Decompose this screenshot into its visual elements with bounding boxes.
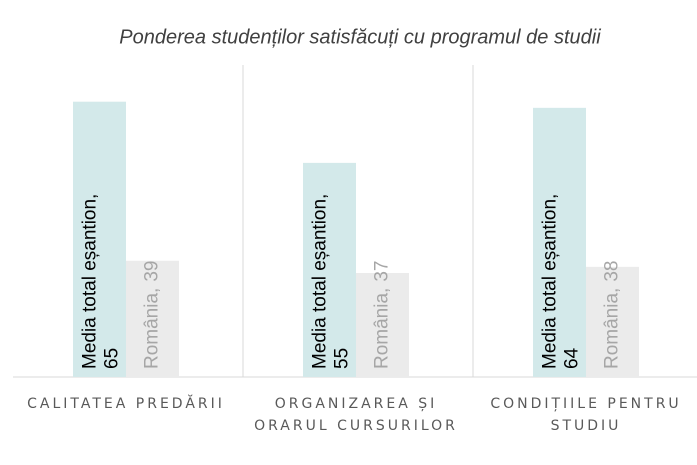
x-tick-label-box: CONDIȚIILE PENTRU STUDIU [490, 396, 682, 434]
data-label-name: România [142, 293, 163, 369]
data-label-name: Media total eșantion [310, 199, 331, 369]
data-label: Media total eșantion, 55 [310, 194, 353, 369]
bar [303, 162, 356, 377]
bar [586, 266, 639, 377]
data-label: Media total eșantion, 64 [540, 194, 583, 369]
x-tick-label: CALITATEA PREDĂRII [27, 396, 225, 412]
data-label-value: 38 [602, 261, 623, 282]
data-label: România, 39 [142, 261, 163, 369]
data-label-separator: , [372, 288, 393, 293]
x-tick-label-box: CALITATEA PREDĂRII [27, 396, 225, 412]
bar [533, 107, 586, 377]
data-label: România, 38 [602, 261, 623, 369]
data-label-value: 55 [332, 348, 353, 369]
data-label-value: 65 [102, 348, 123, 369]
data-label-value: 37 [372, 261, 393, 282]
data-label-separator: , [310, 194, 331, 199]
data-label-name: România [372, 293, 393, 369]
bar [73, 101, 126, 378]
data-label-separator: , [142, 288, 163, 293]
x-tick-label: ORGANIZAREA ȘI ORARUL CURSURILOR [254, 396, 458, 434]
bar [356, 273, 409, 377]
data-label: România, 37 [372, 261, 393, 369]
data-label-separator: , [540, 194, 561, 199]
data-label-separator: , [80, 194, 101, 199]
data-label-separator: , [602, 288, 623, 293]
data-label: Media total eșantion, 65 [80, 194, 123, 369]
chart-title: Ponderea studenților satisfăcuți cu prog… [119, 26, 601, 48]
bar [126, 260, 179, 377]
data-label-name: Media total eșantion [80, 199, 101, 369]
data-label-name: Media total eșantion [540, 199, 561, 369]
x-tick-label: CONDIȚIILE PENTRU STUDIU [490, 396, 682, 434]
data-label-name: România [602, 293, 623, 369]
data-label-value: 39 [142, 261, 163, 282]
data-label-value: 64 [562, 347, 583, 369]
x-tick-label-box: ORGANIZAREA ȘI ORARUL CURSURILOR [254, 396, 458, 434]
